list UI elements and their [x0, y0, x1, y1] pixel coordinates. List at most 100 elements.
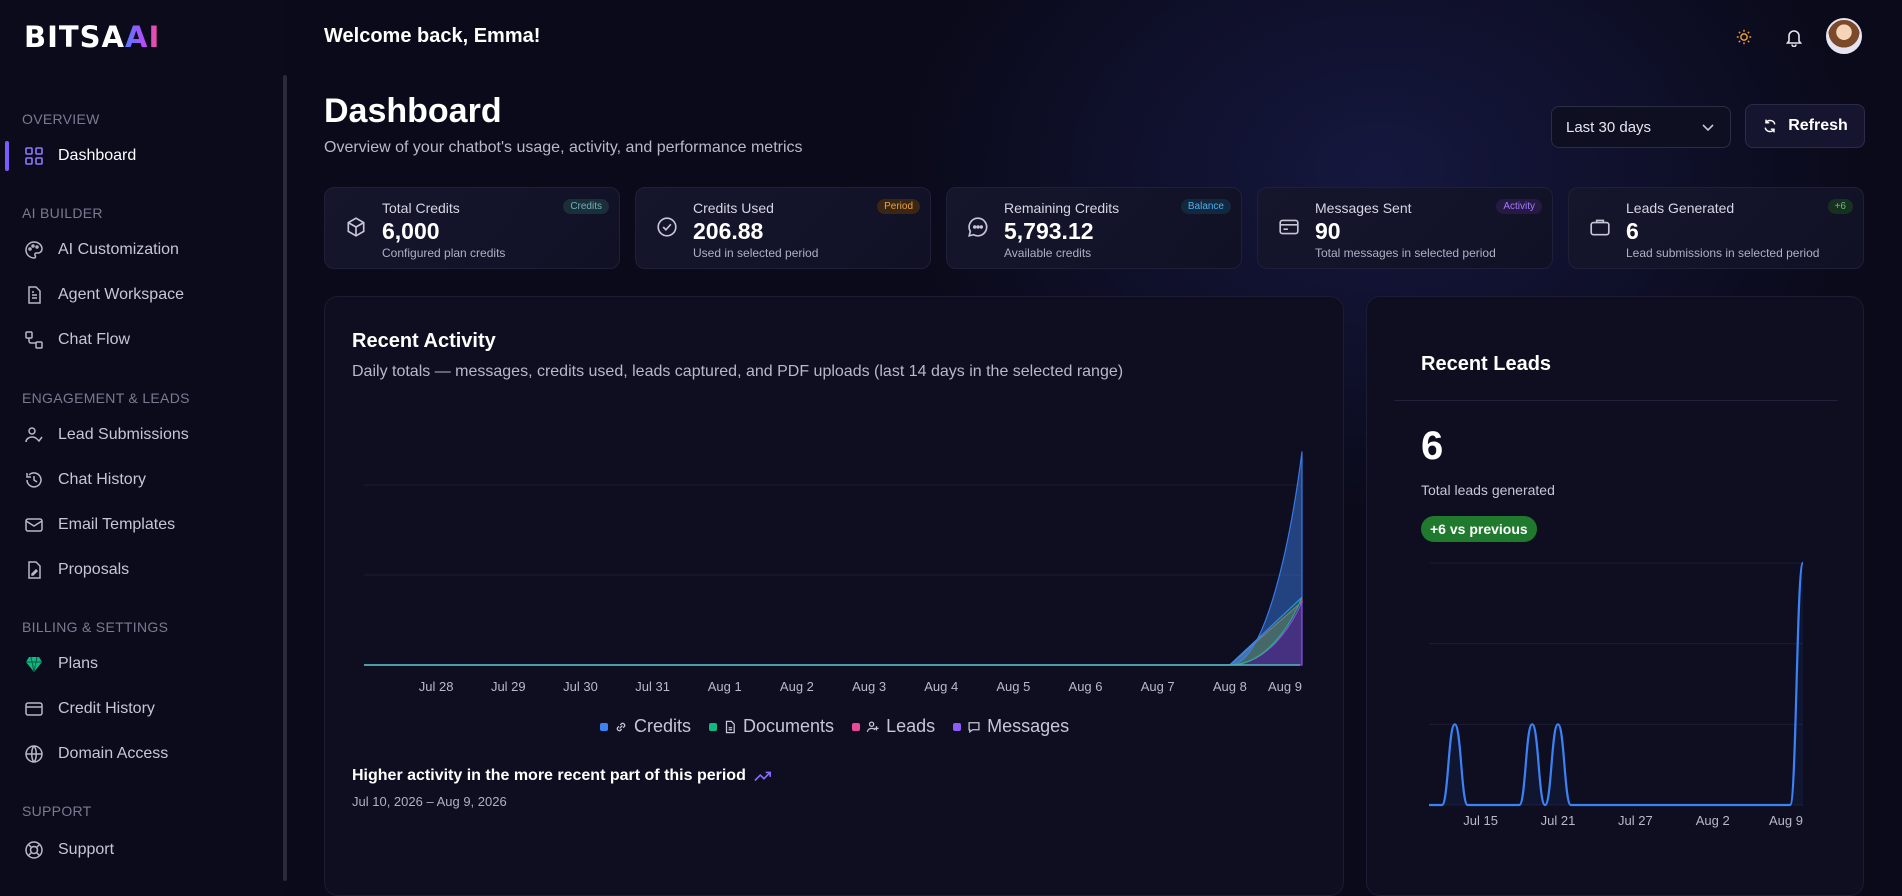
- stat-value: 206.88: [693, 218, 764, 244]
- sidebar-item-dashboard[interactable]: Dashboard: [0, 136, 282, 176]
- legend-label: Documents: [743, 716, 835, 736]
- legend-item-credits[interactable]: Credits: [600, 716, 691, 737]
- leads-total-label: Total leads generated: [1421, 482, 1555, 498]
- sidebar-item-ai-customization[interactable]: AI Customization: [0, 230, 282, 270]
- x-tick-label: Aug 2: [1696, 813, 1730, 828]
- chat-icon: [968, 217, 988, 237]
- sidebar-item-label: Email Templates: [58, 516, 176, 533]
- activity-date-range: Jul 10, 2026 – Aug 9, 2026: [352, 794, 507, 809]
- stat-description: Total messages in selected period: [1315, 246, 1496, 260]
- legend-swatch: [709, 722, 718, 731]
- sidebar-item-chat-history[interactable]: Chat History: [0, 460, 282, 500]
- flow-icon: [25, 331, 43, 349]
- sidebar-item-proposals[interactable]: Proposals: [0, 550, 282, 590]
- sidebar-item-support[interactable]: Support: [0, 830, 282, 870]
- sidebar-item-label: Chat History: [58, 471, 147, 488]
- card-icon: [1279, 219, 1299, 235]
- stat-value: 90: [1315, 218, 1341, 244]
- leads-line: [1428, 561, 1805, 807]
- legend-label: Messages: [987, 716, 1070, 736]
- stat-value: 6,000: [382, 218, 440, 244]
- sidebar-item-label: Domain Access: [58, 745, 169, 762]
- x-tick-label: Aug 1: [708, 679, 742, 694]
- stat-card-remaining-credits: Remaining Credits 5,793.12 Available cre…: [946, 187, 1242, 269]
- logo[interactable]: BITSAAI: [24, 20, 160, 54]
- notifications-button[interactable]: [1780, 23, 1808, 51]
- section-overview: OVERVIEW: [22, 111, 100, 127]
- sidebar-item-label: Credit History: [58, 700, 155, 717]
- stat-description: Lead submissions in selected period: [1626, 246, 1820, 260]
- logo-ai-text: AI: [125, 20, 161, 54]
- cube-icon: [347, 217, 365, 237]
- x-tick-label: Aug 9: [1268, 679, 1302, 694]
- bell-icon: [1785, 30, 1803, 47]
- user-plus-icon: [866, 720, 879, 732]
- theme-toggle-button[interactable]: [1730, 23, 1758, 51]
- sidebar-item-label: Chat Flow: [58, 331, 131, 348]
- sidebar-item-email-templates[interactable]: Email Templates: [0, 505, 282, 545]
- recent-activity-title: Recent Activity: [352, 330, 496, 352]
- x-tick-label: Jul 15: [1463, 813, 1498, 828]
- sidebar-item-agent-workspace[interactable]: Agent Workspace: [0, 275, 282, 315]
- sidebar-item-label: Agent Workspace: [58, 286, 184, 303]
- area-documents: [363, 596, 1303, 666]
- x-tick-label: Aug 6: [1069, 679, 1103, 694]
- x-tick-label: Aug 8: [1213, 679, 1247, 694]
- sidebar-item-credit-history[interactable]: Credit History: [0, 689, 282, 729]
- x-tick-label: Jul 27: [1618, 813, 1653, 828]
- sidebar: BITSAAI OVERVIEW Dashboard AI BUILDER AI…: [0, 0, 287, 896]
- section-engagement: ENGAGEMENT & LEADS: [22, 390, 190, 406]
- sidebar-item-lead-submissions[interactable]: Lead Submissions: [0, 415, 282, 455]
- x-tick-label: Jul 29: [491, 679, 526, 694]
- x-tick-label: Aug 4: [924, 679, 958, 694]
- legend-label: Leads: [886, 716, 936, 736]
- gem-icon: [26, 656, 42, 673]
- x-tick-label: Jul 28: [419, 679, 454, 694]
- credit-card-icon: [25, 702, 43, 716]
- history-icon: [26, 472, 42, 488]
- legend-item-leads[interactable]: Leads: [852, 716, 935, 737]
- stat-badge: Period: [877, 199, 920, 214]
- date-range-select[interactable]: Last 30 days: [1551, 106, 1731, 148]
- sidebar-item-label: Dashboard: [58, 147, 137, 164]
- stat-card-credits-used: Credits Used 206.88 Used in selected per…: [635, 187, 931, 269]
- activity-trend: Higher activity in the more recent part …: [352, 767, 772, 785]
- lifebuoy-icon: [25, 841, 43, 859]
- grid-icon: [25, 147, 43, 165]
- sidebar-item-chat-flow[interactable]: Chat Flow: [0, 320, 282, 360]
- x-tick-label: Jul 31: [635, 679, 670, 694]
- divider: [1394, 400, 1838, 401]
- stat-label: Leads Generated: [1626, 200, 1735, 216]
- section-ai-builder: AI BUILDER: [22, 205, 103, 221]
- stat-description: Used in selected period: [693, 246, 819, 260]
- stat-value: 5,793.12: [1004, 218, 1094, 244]
- globe-icon: [25, 745, 43, 763]
- stat-label: Remaining Credits: [1004, 200, 1120, 216]
- avatar[interactable]: [1826, 18, 1862, 54]
- link-icon: [616, 722, 626, 731]
- trend-text: Higher activity in the more recent part …: [352, 767, 746, 784]
- legend-item-documents[interactable]: Documents: [709, 716, 834, 737]
- sidebar-item-plans[interactable]: Plans: [0, 644, 282, 684]
- legend-item-messages[interactable]: Messages: [953, 716, 1069, 737]
- legend-swatch: [852, 722, 861, 731]
- sidebar-scrollbar[interactable]: [283, 75, 287, 881]
- palette-icon: [25, 241, 43, 259]
- briefcase-icon: [1590, 219, 1610, 236]
- chevron-down-icon: [1702, 124, 1714, 132]
- user-check-icon: [25, 427, 43, 443]
- sidebar-item-label: Lead Submissions: [58, 426, 189, 443]
- stat-badge: Activity: [1496, 199, 1542, 214]
- sidebar-item-domain-access[interactable]: Domain Access: [0, 734, 282, 774]
- sun-icon: [1736, 29, 1752, 45]
- recent-leads-title: Recent Leads: [1421, 353, 1552, 375]
- stat-label: Total Credits: [382, 200, 460, 216]
- refresh-button[interactable]: Refresh: [1745, 104, 1865, 148]
- doc-icon: [725, 720, 735, 733]
- leads-total-value: 6: [1421, 424, 1444, 468]
- file-edit-icon: [28, 561, 41, 579]
- sidebar-item-label: AI Customization: [58, 241, 179, 258]
- activity-chart: Jul 28 Jul 29 Jul 30 Jul 31 Aug 1 Aug 2 Aug 3 A…: [363, 451, 1303, 694]
- area-credits: [363, 451, 1303, 666]
